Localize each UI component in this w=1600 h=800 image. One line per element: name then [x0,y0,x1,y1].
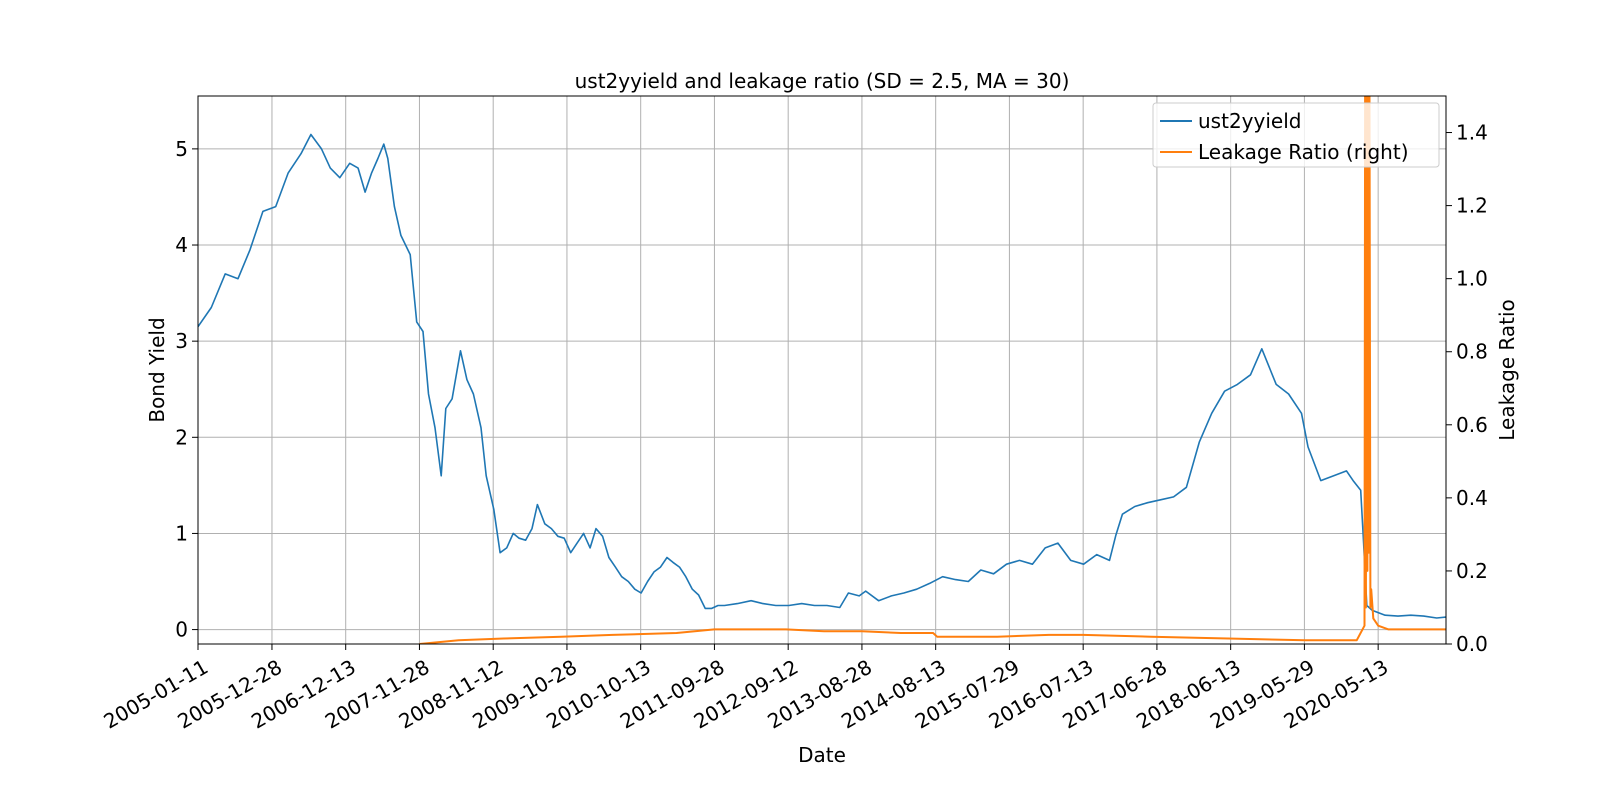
x-axis-label: Date [798,743,846,767]
y-axis-right: 0.0 0.2 0.4 0.6 0.8 1.0 1.2 1.4 [1446,121,1488,656]
series-line-leakage-ratio [419,96,1446,644]
y2-tick-label: 0.4 [1456,486,1488,510]
chart-title: ust2yyield and leakage ratio (SD = 2.5, … [575,69,1070,93]
series-line-ust2yyield [198,133,1446,619]
y-tick-label: 1 [175,521,188,545]
y2-tick-label: 0.6 [1456,413,1488,437]
legend: ust2yyield Leakage Ratio (right) [1152,102,1440,168]
y2-tick-label: 0.2 [1456,559,1488,583]
y-axis-label: Bond Yield [145,317,169,422]
y-tick-label: 2 [175,425,188,449]
y2-tick-label: 1.0 [1456,267,1488,291]
y2-tick-label: 0.0 [1456,632,1488,656]
legend-label-leakage-ratio: Leakage Ratio (right) [1198,140,1409,164]
y-axis-left: 0 1 2 3 4 5 [175,137,198,642]
y-tick-label: 3 [175,329,188,353]
plot-area [198,96,1446,644]
legend-label-ust2yyield: ust2yyield [1198,109,1301,133]
legend-box [1152,102,1440,168]
y-tick-label: 4 [175,233,188,257]
axes-frame [197,95,1447,645]
y-tick-label: 0 [175,618,188,642]
y2-axis-label: Leakage Ratio [1495,299,1519,441]
y2-tick-label: 1.2 [1456,194,1488,218]
y-tick-label: 5 [175,137,188,161]
y2-tick-label: 0.8 [1456,340,1488,364]
grid [197,96,1446,644]
y2-tick-label: 1.4 [1456,121,1488,145]
